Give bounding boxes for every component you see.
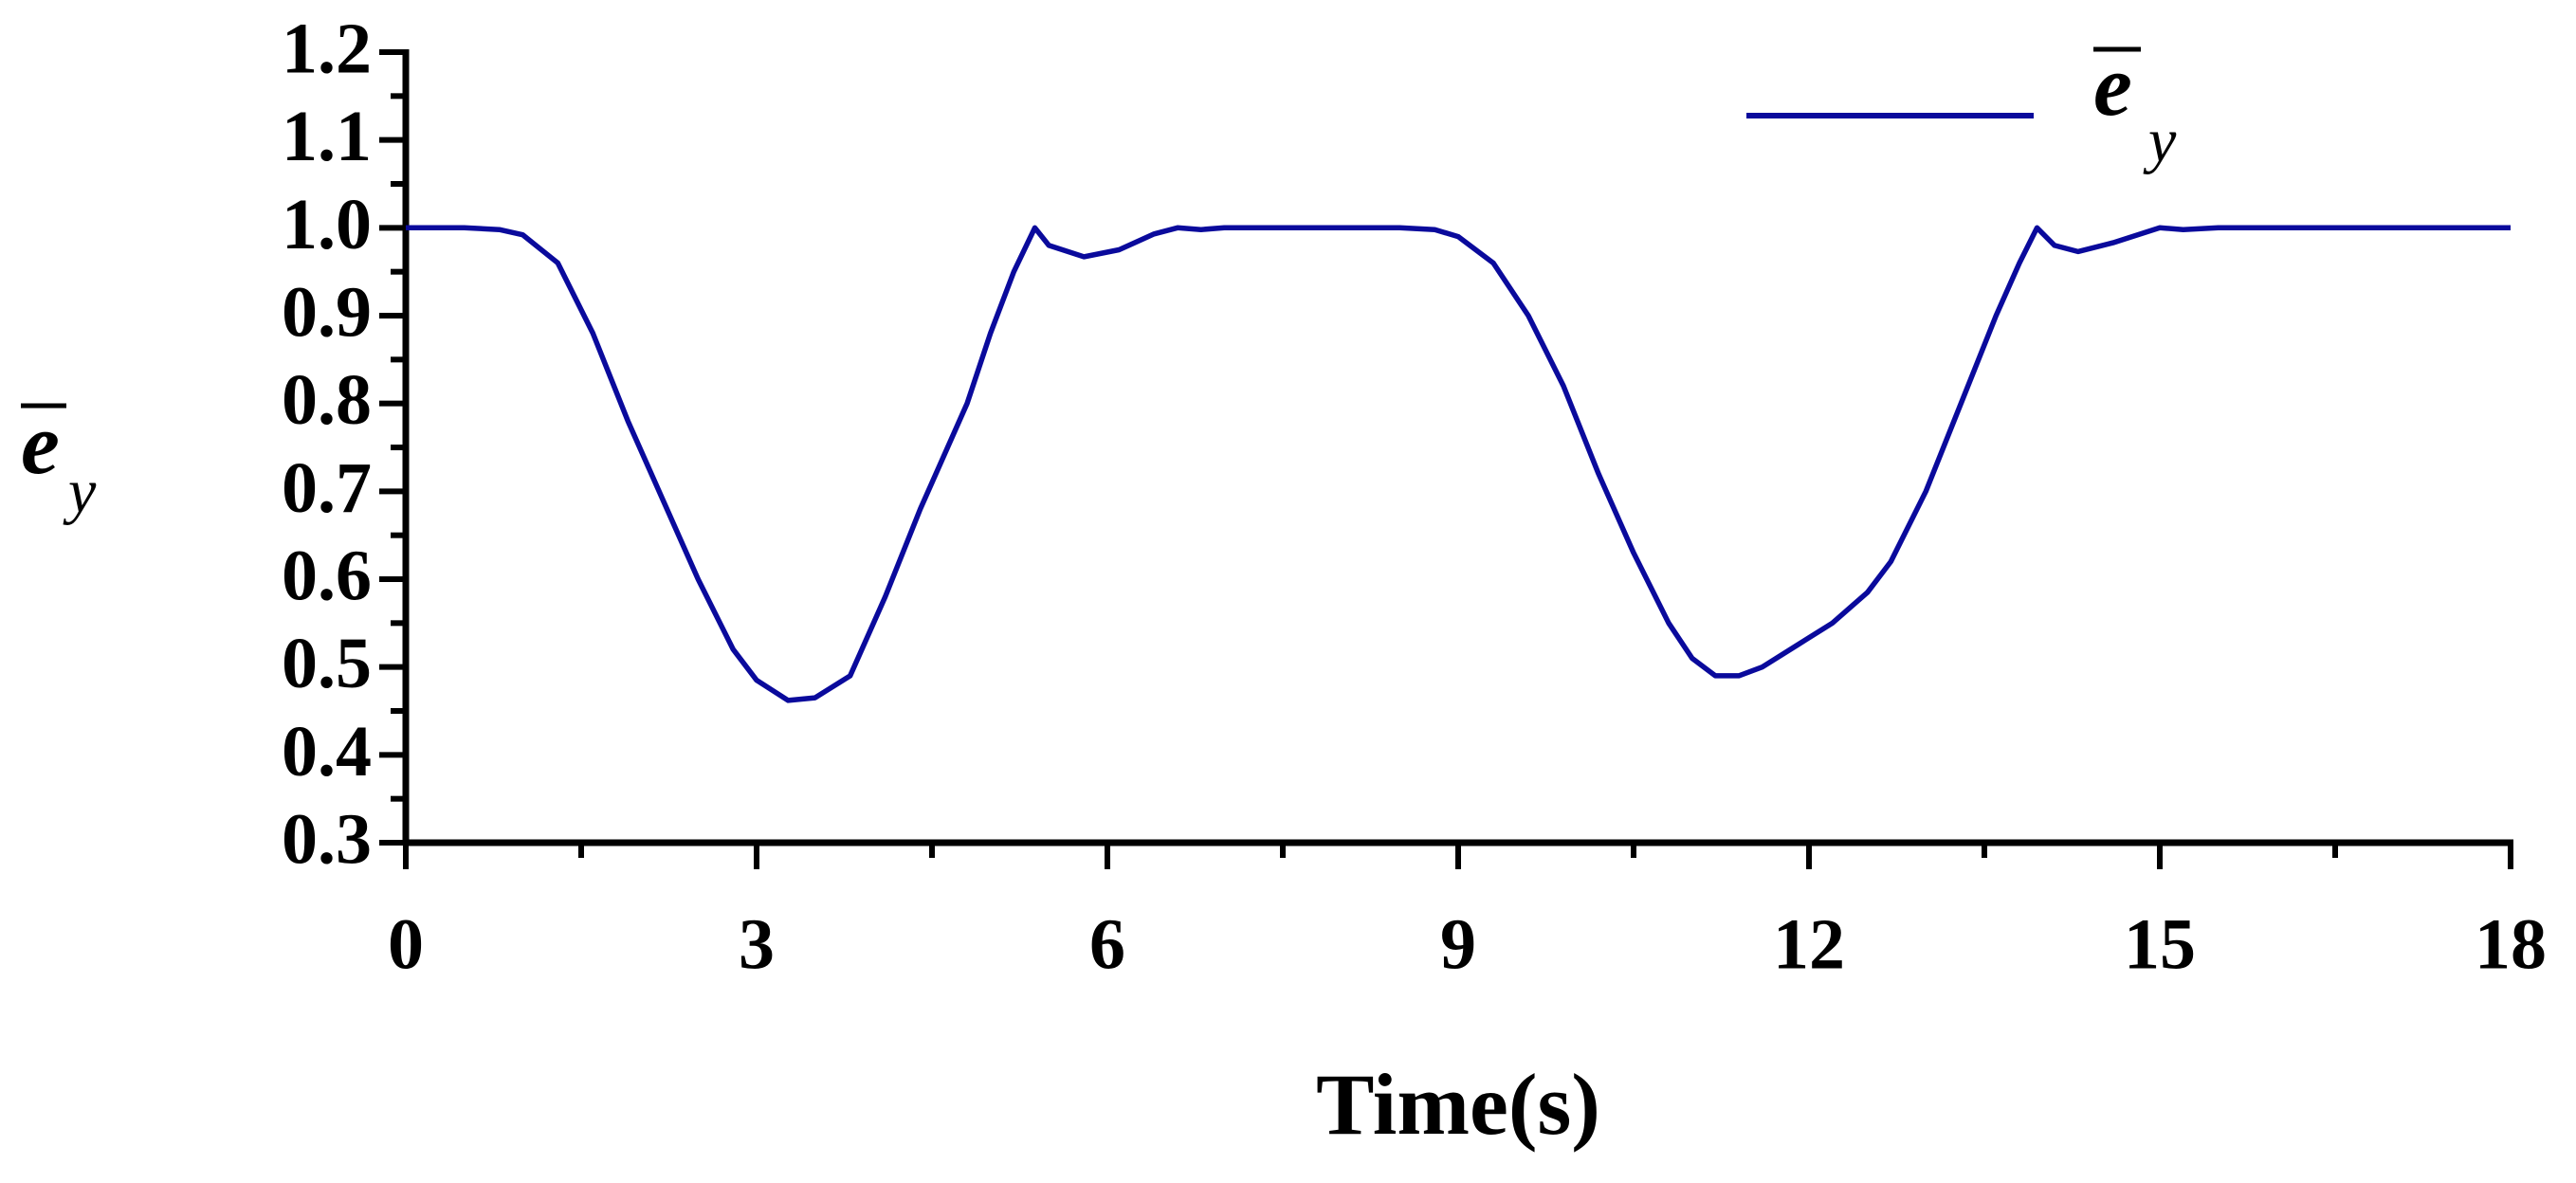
- y-tick-label: 1.0: [282, 185, 372, 264]
- y-label-main: e: [21, 395, 60, 492]
- y-tick-label: 1.1: [282, 97, 372, 176]
- x-tick-label: 9: [1440, 904, 1476, 984]
- x-tick-label: 0: [388, 904, 424, 984]
- x-tick-label: 15: [2124, 904, 2196, 984]
- x-tick-label: 12: [1773, 904, 1845, 984]
- x-tick-label: 3: [739, 904, 775, 984]
- y-tick-label: 0.4: [282, 712, 372, 792]
- y-label-sub: y: [63, 457, 97, 526]
- y-tick-label: 0.9: [282, 272, 372, 352]
- x-tick-label: 6: [1089, 904, 1125, 984]
- y-tick-label: 0.8: [282, 360, 372, 440]
- legend: e y: [2093, 37, 2177, 175]
- x-tick-label: 18: [2475, 904, 2547, 984]
- data-line: [406, 225, 2511, 703]
- x-axis-label: Time(s): [1316, 1056, 1600, 1153]
- y-tick-label: 0.7: [282, 448, 372, 528]
- y-tick-label: 0.5: [282, 624, 372, 703]
- legend-label-sub: y: [2143, 106, 2177, 175]
- legend-label: e: [2093, 37, 2132, 134]
- y-tick-label: 1.2: [282, 9, 372, 88]
- y-axis-label: e y: [21, 395, 97, 526]
- y-tick-label: 0.3: [282, 799, 372, 879]
- y-tick-label: 0.6: [282, 536, 372, 615]
